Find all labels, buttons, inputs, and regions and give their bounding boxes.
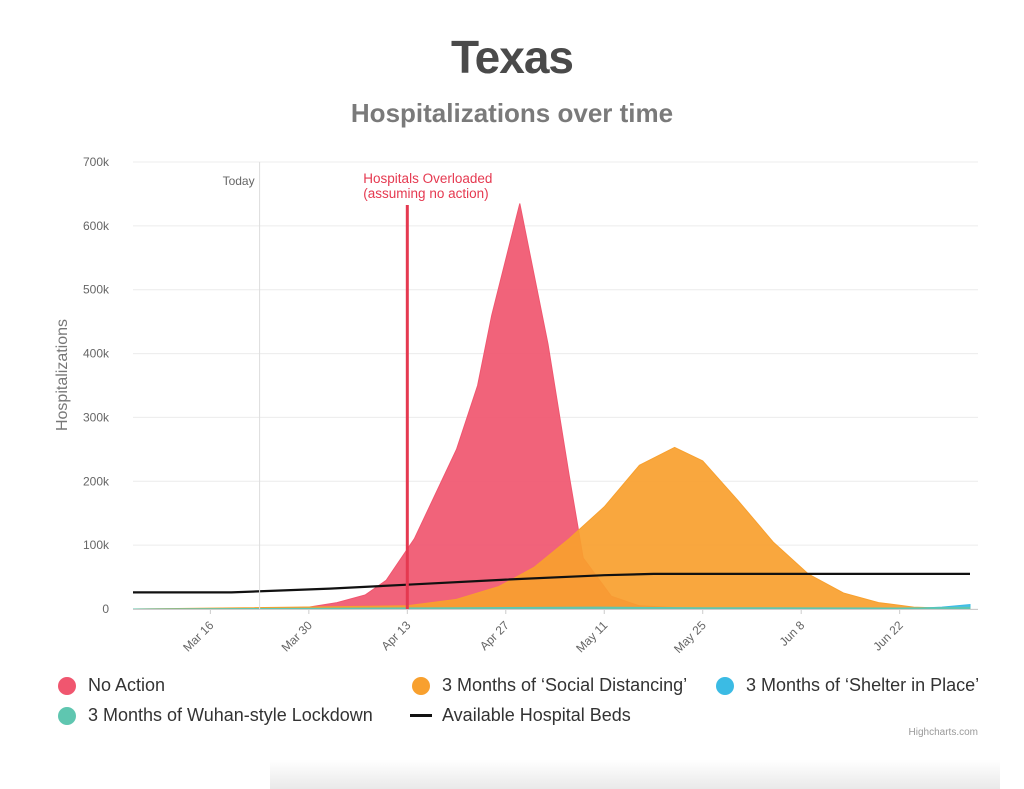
overload-label: (assuming no action) [363,186,488,201]
x-tick-label: Apr 13 [379,618,414,653]
overload-label: Hospitals Overloaded [363,171,492,186]
chart-title: Texas [450,31,574,83]
y-tick-label: 400k [83,347,110,361]
area-series-3[interactable] [132,606,971,610]
y-tick-label: 300k [83,410,110,424]
legend-item-hospital-beds[interactable]: Available Hospital Beds [410,705,631,726]
y-tick-label: 700k [83,155,110,169]
bottom-shadow [270,760,1000,789]
area-series-0[interactable] [132,203,970,610]
x-tick-label: May 11 [573,618,610,655]
chart-plot: Today Hospitals Overloaded(assuming no ac… [54,155,978,656]
legend-item-wuhan-lockdown[interactable]: 3 Months of Wuhan-style Lockdown [58,705,373,726]
x-tick-label: Apr 27 [477,618,512,653]
legend-label: 3 Months of ‘Shelter in Place’ [746,675,980,695]
legend-item-social-distancing[interactable]: 3 Months of ‘Social Distancing’ [412,675,687,696]
x-tick-label: Jun 8 [777,618,808,649]
y-tick-label: 100k [83,538,110,552]
legend-label: No Action [88,675,166,695]
y-tick-label: 0 [102,602,109,616]
legend-marker [412,676,430,695]
x-tick-label: May 25 [671,618,709,656]
legend-item-shelter-in-place[interactable]: 3 Months of ‘Shelter in Place’ [716,675,979,696]
legend-marker [716,676,734,695]
legend-item-no-action[interactable]: No Action [58,675,165,696]
y-tick-label: 500k [83,283,110,297]
x-tick-label: Mar 16 [180,618,217,655]
legend-marker [58,706,76,725]
legend-label: Available Hospital Beds [442,705,631,725]
x-tick-label: Jun 22 [870,618,906,654]
y-axis-title: Hospitalizations [54,319,71,431]
today-label: Today [223,174,255,188]
legend-label: 3 Months of Wuhan-style Lockdown [88,705,373,725]
y-tick-label: 200k [83,474,110,488]
credits-link[interactable]: Highcharts.com [908,727,978,738]
legend-line-marker [410,714,432,717]
chart-subtitle: Hospitalizations over time [350,98,674,128]
x-tick-label: Mar 30 [279,618,316,655]
legend-label: 3 Months of ‘Social Distancing’ [442,675,688,695]
area-series-1[interactable] [132,446,971,610]
y-tick-label: 600k [83,219,110,233]
legend-marker [58,676,76,695]
